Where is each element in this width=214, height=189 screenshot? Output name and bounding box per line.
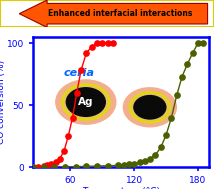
FancyArrow shape	[19, 0, 208, 27]
Circle shape	[66, 87, 106, 117]
FancyBboxPatch shape	[0, 0, 214, 27]
Circle shape	[130, 92, 170, 122]
Circle shape	[123, 87, 177, 128]
Circle shape	[133, 95, 166, 120]
Text: Ag: Ag	[78, 97, 94, 107]
Text: ceria: ceria	[63, 68, 94, 78]
Circle shape	[62, 84, 110, 120]
X-axis label: Temperature (°C): Temperature (°C)	[82, 187, 160, 189]
Circle shape	[55, 79, 116, 125]
Y-axis label: CO conversion (%): CO conversion (%)	[0, 60, 6, 144]
Text: Enhanced interfacial interactions: Enhanced interfacial interactions	[48, 9, 192, 18]
